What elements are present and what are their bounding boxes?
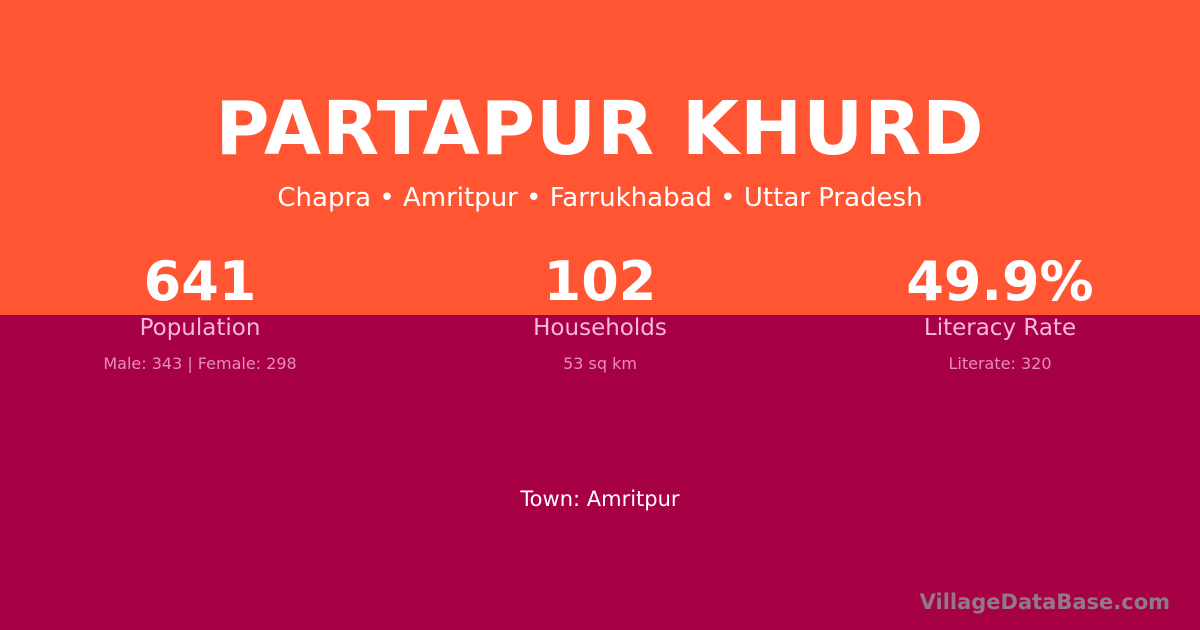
households-value: 102 (543, 250, 657, 313)
literacy-label: Literacy Rate (923, 315, 1077, 341)
population-label: Population (139, 315, 261, 341)
population-value: 641 (143, 250, 257, 313)
households-label: Households (533, 315, 667, 341)
brand-watermark: VillageDataBase.com (919, 590, 1170, 614)
households-detail: 53 sq km (563, 354, 637, 373)
town-label: Town: Amritpur (520, 487, 680, 511)
header-band (0, 0, 1200, 315)
page-title: PARTAPUR KHURD (215, 86, 985, 172)
literacy-detail: Literate: 320 (948, 354, 1052, 373)
location-breadcrumb: Chapra • Amritpur • Farrukhabad • Uttar … (277, 183, 923, 213)
population-detail: Male: 343 | Female: 298 (103, 354, 297, 373)
literacy-value: 49.9% (906, 250, 1094, 313)
